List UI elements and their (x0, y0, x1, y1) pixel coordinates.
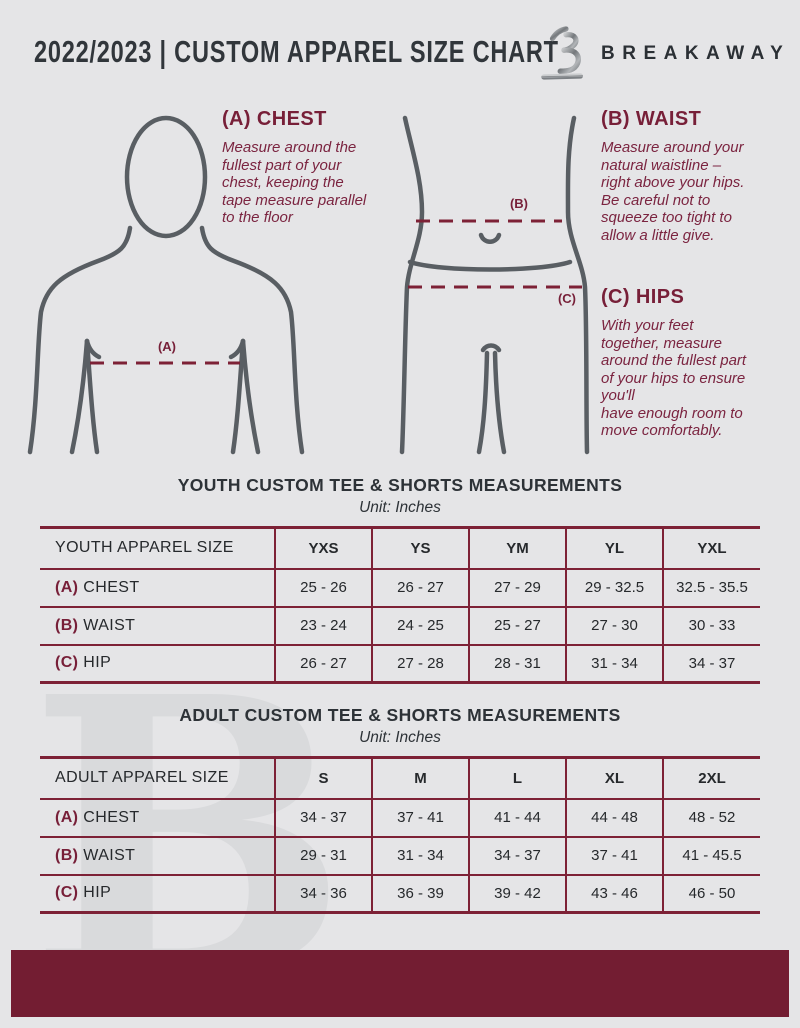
row-label-text: WAIST (83, 616, 136, 634)
youth-section-title: YOUTH CUSTOM TEE & SHORTS MEASUREMENTS (177, 475, 623, 495)
table-row-waist: (B) WAIST 23 - 24 24 - 25 25 - 27 27 - 3… (40, 605, 760, 645)
table-row-hip: (C) HIP 34 - 36 36 - 39 39 - 42 43 - 46 … (40, 873, 760, 913)
row-prefix: (B) (55, 616, 79, 634)
row-label-text: WAIST (83, 846, 136, 864)
row-label-text: CHEST (83, 808, 140, 826)
page-title: 2022/2023 | CUSTOM APPAREL SIZE CHART (34, 34, 559, 69)
row-prefix: (B) (55, 846, 79, 864)
table-cell: 36 - 39 (371, 873, 469, 913)
row-prefix: (C) (55, 884, 79, 902)
youth-size-header: YOUTH APPAREL SIZE (55, 539, 234, 557)
row-label: (C) HIP (40, 643, 275, 683)
table-cell: 32.5 - 35.5 (662, 567, 760, 607)
column-header: YXS (274, 527, 372, 569)
table-row-hip: (C) HIP 26 - 27 27 - 28 28 - 31 31 - 34 … (40, 643, 760, 683)
table-cell: 48 - 52 (662, 797, 760, 837)
table-cell: 41 - 44 (468, 797, 566, 837)
chest-instructions: Measure around the fullest part of your … (222, 139, 367, 226)
table-cell: 27 - 28 (371, 643, 469, 683)
adult-size-header: ADULT APPAREL SIZE (55, 769, 229, 787)
table-cell: 46 - 50 (662, 873, 760, 913)
table-row-chest: (A) CHEST 34 - 37 37 - 41 41 - 44 44 - 4… (40, 797, 760, 837)
table-cell: 34 - 37 (468, 835, 566, 875)
table-cell: 26 - 27 (274, 643, 372, 683)
adult-header-row: ADULT APPAREL SIZE S M L XL 2XL (40, 757, 760, 799)
brand-name: BREAKAWAY (601, 43, 791, 64)
table-cell: 29 - 32.5 (565, 567, 663, 607)
table-cell: 39 - 42 (468, 873, 566, 913)
chest-heading: (A) CHEST (222, 108, 327, 130)
row-prefix: (C) (55, 654, 79, 672)
logo-b-mark (541, 26, 583, 80)
table-cell: 34 - 37 (274, 797, 372, 837)
figure-label-hips: (C) (557, 291, 577, 306)
row-label: (B) WAIST (40, 835, 275, 875)
column-header: YS (371, 527, 469, 569)
column-header: L (468, 757, 566, 799)
adult-section-unit: Unit: Inches (359, 729, 441, 746)
row-label-text: HIP (83, 654, 112, 672)
row-label-text: CHEST (83, 578, 140, 596)
table-cell: 34 - 37 (662, 643, 760, 683)
figure-label-waist: (B) (509, 196, 529, 211)
table-cell: 37 - 41 (565, 835, 663, 875)
table-cell: 41 - 45.5 (662, 835, 760, 875)
table-cell: 25 - 26 (274, 567, 372, 607)
table-cell: 44 - 48 (565, 797, 663, 837)
table-cell: 27 - 29 (468, 567, 566, 607)
column-header: M (371, 757, 469, 799)
table-cell: 25 - 27 (468, 605, 566, 645)
table-cell: 28 - 31 (468, 643, 566, 683)
row-label: (B) WAIST (40, 605, 275, 645)
column-header: YL (565, 527, 663, 569)
adult-size-table: ADULT APPAREL SIZE S M L XL 2XL (A) CHES… (40, 756, 760, 914)
column-header: S (274, 757, 372, 799)
adult-section-title: ADULT CUSTOM TEE & SHORTS MEASUREMENTS (179, 705, 621, 725)
hips-outline (399, 115, 590, 455)
waist-heading: (B) WAIST (601, 108, 702, 130)
hips-instructions: With your feet together, measure around … (601, 317, 747, 439)
footer-bar (11, 950, 789, 1017)
waist-instructions: Measure around your natural waistline – … (601, 139, 745, 244)
row-label: (A) CHEST (40, 567, 275, 607)
column-header: XL (565, 757, 663, 799)
row-label-text: HIP (83, 884, 112, 902)
hips-heading: (C) HIPS (601, 286, 685, 308)
table-cell: 26 - 27 (371, 567, 469, 607)
column-header: YXL (662, 527, 760, 569)
table-cell: 37 - 41 (371, 797, 469, 837)
youth-size-table: YOUTH APPAREL SIZE YXS YS YM YL YXL (A) … (40, 526, 760, 684)
lower-torso-figure (399, 115, 590, 455)
column-header: YM (468, 527, 566, 569)
table-cell: 34 - 36 (274, 873, 372, 913)
table-cell: 31 - 34 (371, 835, 469, 875)
column-header: 2XL (662, 757, 760, 799)
table-cell: 24 - 25 (371, 605, 469, 645)
table-cell: 43 - 46 (565, 873, 663, 913)
table-cell: 23 - 24 (274, 605, 372, 645)
youth-section-unit: Unit: Inches (359, 499, 441, 516)
table-cell: 27 - 30 (565, 605, 663, 645)
table-row-waist: (B) WAIST 29 - 31 31 - 34 34 - 37 37 - 4… (40, 835, 760, 875)
table-row-chest: (A) CHEST 25 - 26 26 - 27 27 - 29 29 - 3… (40, 567, 760, 607)
breakaway-logo-icon (541, 26, 583, 80)
table-cell: 29 - 31 (274, 835, 372, 875)
upper-torso-figure (27, 115, 305, 455)
table-cell: 30 - 33 (662, 605, 760, 645)
row-label: (C) HIP (40, 873, 275, 913)
row-label: (A) CHEST (40, 797, 275, 837)
row-prefix: (A) (55, 578, 79, 596)
table-cell: 31 - 34 (565, 643, 663, 683)
torso-outline (27, 115, 305, 455)
youth-header-row: YOUTH APPAREL SIZE YXS YS YM YL YXL (40, 527, 760, 569)
figure-label-chest: (A) (157, 339, 177, 354)
row-prefix: (A) (55, 808, 79, 826)
